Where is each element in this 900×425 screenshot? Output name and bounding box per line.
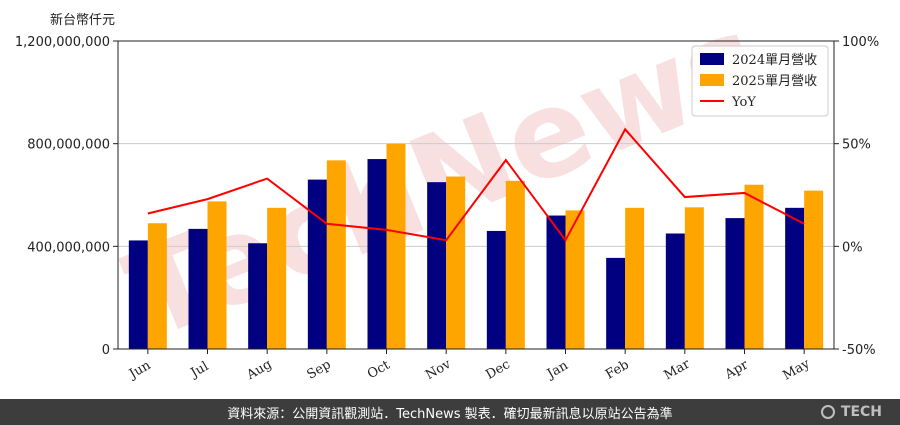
bar-2025	[147, 223, 167, 349]
x-tick-label: Jun	[125, 358, 154, 383]
x-tick-label: Feb	[603, 357, 632, 382]
y-tick-label-right: 0%	[842, 240, 863, 255]
bar-2024	[785, 207, 805, 349]
y-tick-label-left: 0	[102, 343, 110, 358]
legend-label: 2025單月營收	[732, 74, 817, 89]
x-tick-label: Jan	[543, 358, 571, 383]
bar-2024	[486, 230, 506, 349]
legend: 2024單月營收 2025單月營收 YoY	[691, 45, 829, 117]
y-tick-label-left: 800,000,000	[27, 138, 110, 153]
bar-2024	[427, 182, 447, 349]
bar-2024	[546, 215, 566, 349]
bar-2025	[386, 143, 406, 349]
x-tick-label: Dec	[483, 357, 513, 383]
x-tick-label: Oct	[365, 357, 393, 382]
x-tick-label: Jul	[187, 359, 212, 382]
bar-2024	[248, 243, 268, 349]
brand-logo: TECH	[820, 399, 882, 425]
bar-2024	[307, 179, 327, 349]
yoy-line-path	[147, 127, 805, 243]
footer-bar: 資料來源：公開資訊觀測站．TechNews 製表．確切最新訊息以原站公告為準 T…	[0, 399, 900, 425]
y-tick-label-left: 400,000,000	[27, 240, 110, 255]
bar-2024	[367, 159, 387, 349]
y-tick-label-right: 100%	[842, 35, 879, 50]
unit-label: 新台幣仟元	[50, 12, 115, 28]
y-tick-label-right: 50%	[842, 138, 871, 153]
bar-2025	[446, 176, 466, 349]
bar-2024	[725, 218, 745, 349]
legend-box	[691, 45, 829, 117]
bar-2025	[326, 160, 346, 349]
x-tick-label: Sep	[305, 357, 334, 382]
x-tick-label: Mar	[662, 356, 694, 383]
bar-2025	[267, 207, 287, 349]
x-tick-label: Apr	[722, 357, 752, 383]
bar-2025	[744, 184, 764, 349]
x-tick-label: Nov	[423, 357, 454, 384]
yoy-line	[147, 127, 805, 243]
plot-frame	[117, 40, 835, 350]
x-tick-label: May	[780, 356, 813, 384]
legend-label: 2024單月營收	[732, 53, 817, 68]
bar-2024	[128, 240, 148, 349]
legend-label: YoY	[731, 95, 756, 110]
source-text: 資料來源：公開資訊觀測站．TechNews 製表．確切最新訊息以原站公告為準	[227, 406, 673, 422]
chart: TechNews 新台幣仟元 0400,000,000800,000,0001,…	[15, 0, 879, 384]
legend-swatch	[700, 53, 724, 65]
legend-swatch	[700, 74, 724, 86]
bar-2024	[606, 257, 626, 349]
bar-2025	[684, 207, 704, 349]
bar-2024	[188, 228, 208, 349]
brand-mark-icon	[820, 405, 835, 419]
y-tick-label-left: 1,200,000,000	[15, 35, 110, 50]
bar-2024	[665, 233, 685, 349]
bar-2025	[565, 210, 585, 349]
bars	[128, 143, 824, 349]
bar-2025	[505, 180, 525, 349]
brand-text: TECH	[840, 404, 882, 420]
bar-2025	[207, 201, 227, 349]
x-tick-label: Aug	[244, 357, 275, 384]
bar-2025	[625, 207, 645, 349]
bar-2025	[804, 190, 824, 349]
y-tick-label-right: -50%	[842, 343, 876, 358]
grid-lines	[118, 143, 834, 247]
